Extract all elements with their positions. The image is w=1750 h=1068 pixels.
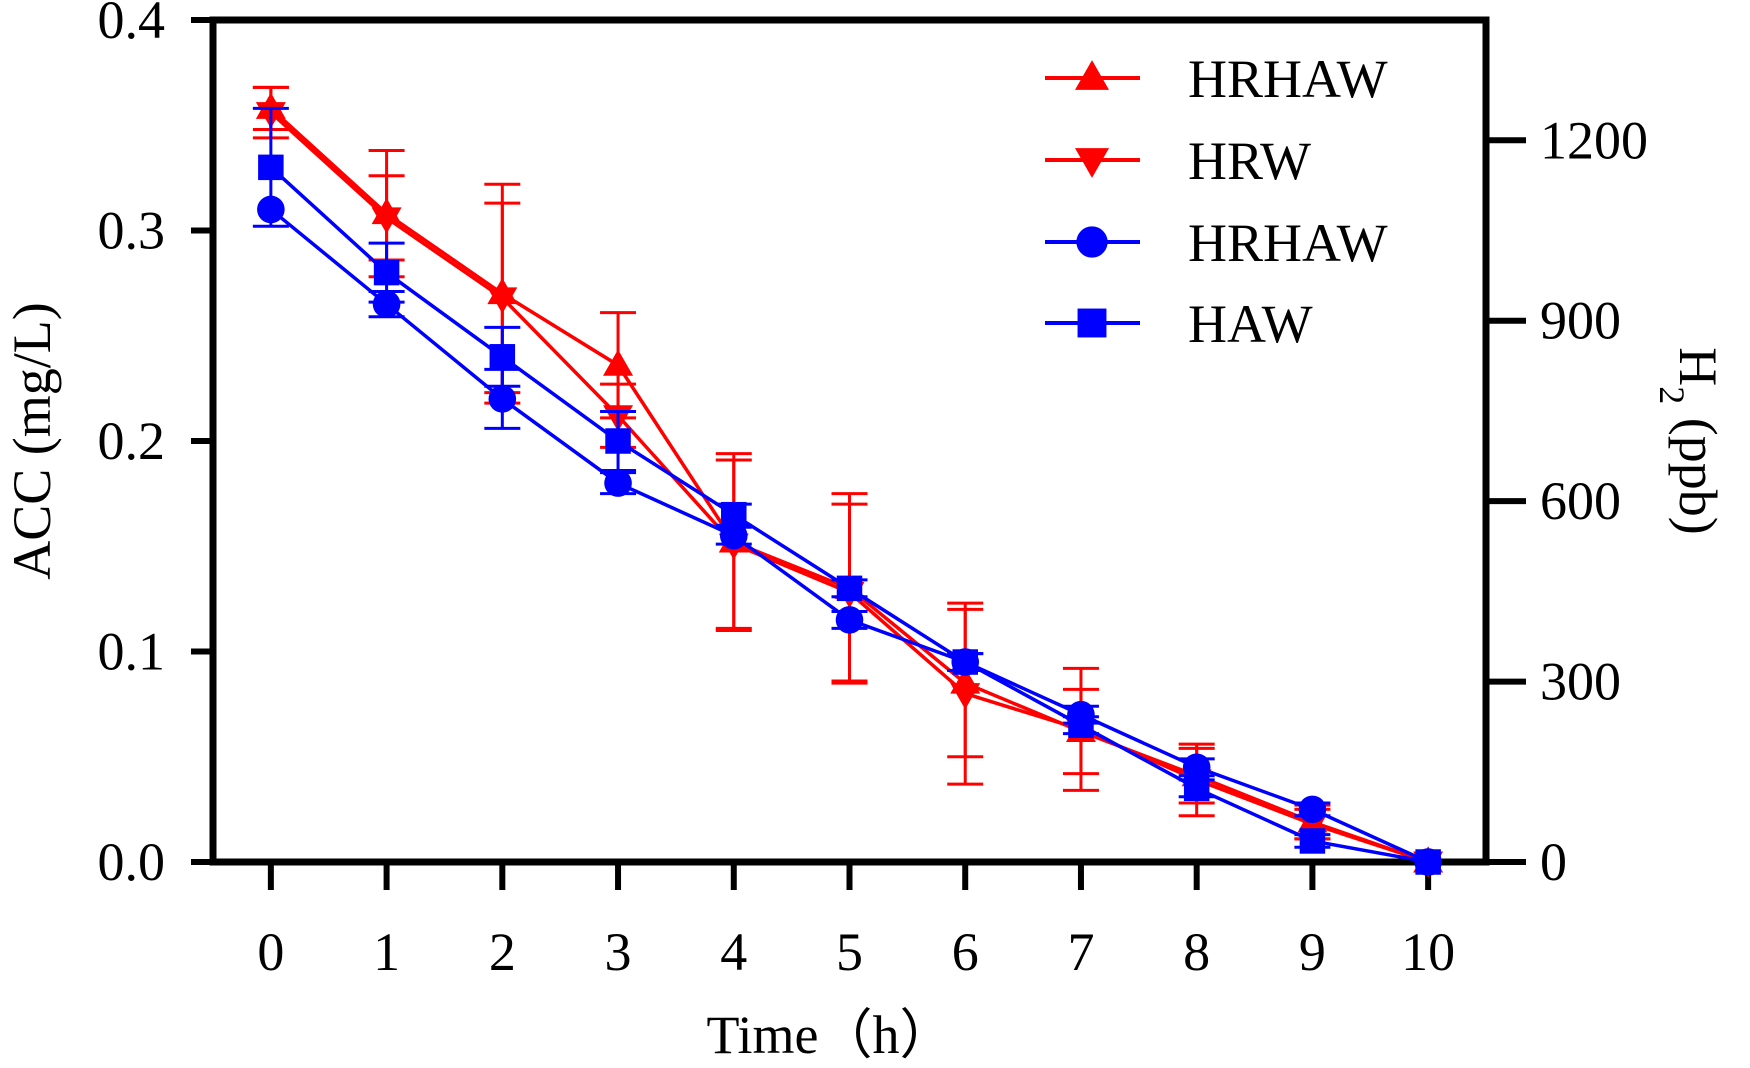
marker-circle bbox=[719, 521, 748, 550]
marker-square bbox=[836, 575, 863, 602]
y2-tick-label: 300 bbox=[1540, 652, 1621, 712]
y2-axis-title-rest: (ppb) bbox=[1668, 404, 1728, 534]
marker-square bbox=[605, 428, 631, 454]
series-layer bbox=[252, 85, 1444, 878]
marker-circle bbox=[1182, 753, 1211, 782]
y-axis-title: ACC (mg/L) bbox=[2, 302, 62, 580]
x-axis-title: Time（h） bbox=[706, 1005, 953, 1065]
y2-tick-label: 600 bbox=[1540, 471, 1621, 531]
marker-square bbox=[952, 649, 978, 675]
marker-circle bbox=[1076, 226, 1108, 258]
x-tick-label: 9 bbox=[1299, 922, 1326, 982]
x-tick-label: 10 bbox=[1401, 922, 1455, 982]
marker-square bbox=[258, 154, 284, 181]
legend-item: HRHAW bbox=[1045, 213, 1388, 273]
x-tick-label: 3 bbox=[605, 922, 632, 982]
marker-square bbox=[1077, 308, 1107, 338]
series-1 bbox=[252, 85, 1444, 873]
marker-square bbox=[1299, 828, 1326, 854]
legend-item: HRW bbox=[1045, 131, 1311, 191]
x-tick-label: 4 bbox=[720, 922, 747, 982]
y-tick-label: 0.3 bbox=[98, 201, 166, 261]
x-tick-label: 2 bbox=[489, 922, 516, 982]
marker-triangle-down bbox=[950, 683, 981, 710]
series-4 bbox=[252, 106, 1441, 875]
x-tick-label: 1 bbox=[373, 922, 400, 982]
x-tick-label: 8 bbox=[1183, 922, 1210, 982]
x-tick-label: 6 bbox=[952, 922, 979, 982]
marker-circle bbox=[372, 290, 401, 318]
y-tick-label: 0.1 bbox=[98, 622, 166, 682]
y2-tick-label: 0 bbox=[1540, 832, 1567, 892]
marker-triangle-down bbox=[487, 287, 518, 314]
marker-square bbox=[373, 259, 400, 286]
y2-tick-label: 1200 bbox=[1540, 110, 1648, 170]
marker-circle bbox=[1298, 795, 1327, 824]
marker-square bbox=[1068, 712, 1094, 738]
marker-triangle-up bbox=[603, 349, 634, 376]
marker-square bbox=[1183, 775, 1210, 802]
y-tick-label: 0.0 bbox=[98, 832, 166, 892]
legend-label: HRHAW bbox=[1188, 49, 1388, 109]
y-tick-label: 0.2 bbox=[98, 411, 166, 471]
marker-triangle-down bbox=[1075, 148, 1109, 178]
x-tick-label: 7 bbox=[1067, 922, 1094, 982]
marker-square bbox=[1415, 849, 1441, 875]
legend-label: HRHAW bbox=[1188, 213, 1388, 273]
legend-label: HRW bbox=[1188, 131, 1311, 191]
y2-axis-title: H2 (ppb) bbox=[1652, 347, 1728, 534]
legend: HRHAW HRW HRHAW HAW bbox=[1045, 49, 1388, 354]
marker-circle bbox=[488, 385, 517, 413]
y-tick-label: 0.4 bbox=[98, 0, 166, 50]
marker-square bbox=[721, 501, 747, 528]
series-2 bbox=[252, 85, 1444, 878]
marker-square bbox=[489, 344, 516, 370]
y2-axis-title-sub: 2 bbox=[1652, 386, 1692, 404]
y2-axis-title-main: H bbox=[1668, 347, 1728, 386]
legend-label: HAW bbox=[1188, 294, 1313, 354]
legend-item: HAW bbox=[1045, 294, 1313, 354]
marker-circle bbox=[604, 469, 632, 497]
x-tick-label: 0 bbox=[257, 922, 284, 982]
x-tick-label: 5 bbox=[836, 922, 863, 982]
ticks-layer: 0 1 2 3 4 5 6 7 8 9 10 0.0 0.1 0.2 0.3 0.4 0 300 600 900 120… bbox=[98, 0, 1649, 982]
y2-tick-label: 900 bbox=[1540, 291, 1621, 351]
marker-triangle-up bbox=[1075, 60, 1109, 90]
marker-triangle-down bbox=[371, 207, 402, 234]
legend-item: HRHAW bbox=[1045, 49, 1388, 109]
marker-circle bbox=[835, 606, 864, 634]
